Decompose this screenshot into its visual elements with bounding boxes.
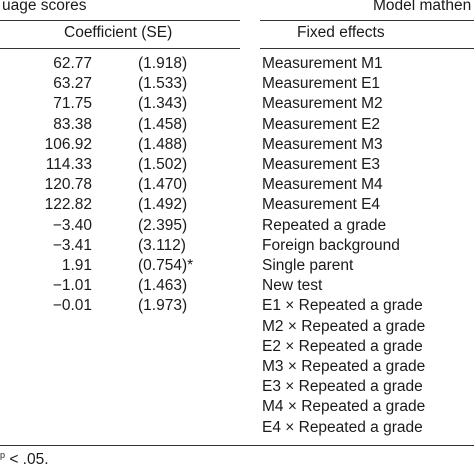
fixed-effect-label: Measurement M1 (262, 55, 383, 72)
right-header-rule (260, 48, 474, 49)
fixed-effect-label: E1 × Repeated a grade (262, 297, 423, 315)
standard-error-value: (1.502) (138, 156, 188, 173)
coefficient-row: −1.01 (1.463) (0, 276, 240, 296)
fixed-effect-label: Measurement M2 (262, 95, 383, 113)
fixed-effect-label: Measurement E1 (262, 75, 381, 93)
standard-error-value: (3.112) (138, 236, 186, 254)
fixed-effect-label: Foreign background (262, 236, 400, 254)
coefficient-value: 106.92 (44, 135, 92, 153)
standard-error-value: (0.754)* (138, 257, 194, 274)
standard-error-value: (1.463) (138, 277, 188, 295)
right-title-rule (260, 20, 474, 21)
coefficient-value: 120.78 (44, 176, 92, 194)
right-panel-title: Model mathen (373, 0, 472, 14)
coefficient-se-header: Coefficient (SE) (64, 24, 173, 41)
fixed-effect-label: Repeated a grade (262, 216, 387, 234)
left-header-rule (0, 48, 240, 49)
standard-error-value: (1.488) (138, 135, 188, 153)
fixed-effect-label: Single parent (262, 257, 354, 274)
standard-error-value: (1.973) (138, 297, 188, 315)
table-bottom-rule (0, 445, 474, 446)
fixed-effects-header: Fixed effects (297, 24, 385, 41)
fixed-effect-label: E4 × Repeated a grade (262, 418, 423, 436)
coefficient-row: 114.33 (1.502) (0, 155, 240, 175)
coefficient-row: 83.38 (1.458) (0, 115, 240, 135)
coefficient-value: 63.27 (53, 75, 92, 93)
coefficient-value: −3.40 (52, 216, 92, 234)
coefficient-value: 62.77 (53, 55, 92, 72)
coefficient-value: 71.75 (53, 95, 92, 113)
standard-error-value: (1.918) (138, 55, 188, 72)
fixed-effect-label: Measurement E3 (262, 156, 381, 173)
standard-error-value: (1.343) (138, 95, 188, 113)
fixed-effect-label: E2 × Repeated a grade (262, 337, 423, 355)
fixed-effect-label: M3 × Repeated a grade (262, 358, 426, 375)
standard-error-value: (2.395) (138, 216, 188, 234)
coefficient-value: 83.38 (53, 115, 92, 133)
coefficient-row: −3.41 (3.112) (0, 236, 240, 256)
fixed-effect-label: Measurement E2 (262, 115, 381, 133)
fixed-effect-label: New test (262, 277, 323, 295)
standard-error-value: (1.533) (138, 75, 188, 93)
fixed-effect-label: Measurement M4 (262, 176, 383, 194)
coefficient-value: −1.01 (52, 277, 92, 295)
coefficient-value: 122.82 (44, 196, 92, 214)
standard-error-value: (1.458) (138, 115, 188, 133)
coefficient-row: 106.92 (1.488) (0, 135, 240, 155)
footnote-marker: p (0, 450, 6, 460)
fixed-effect-label: Measurement E4 (262, 196, 381, 214)
footnote: p < .05. (0, 450, 49, 469)
fixed-effect-label: M4 × Repeated a grade (262, 398, 426, 416)
coefficient-row: 1.91 (0.754)* (0, 256, 240, 276)
coefficient-value: 114.33 (45, 156, 92, 173)
coefficient-row: 63.27 (1.533) (0, 74, 240, 94)
left-panel-title: uage scores (2, 0, 87, 14)
fixed-effect-label: M2 × Repeated a grade (262, 317, 426, 335)
coefficient-value: −3.41 (52, 236, 92, 254)
footnote-text: < .05. (5, 451, 49, 469)
left-title-rule (0, 20, 240, 21)
coefficient-row: −0.01 (1.973) (0, 296, 240, 316)
fixed-effect-label: Measurement M3 (262, 135, 383, 153)
standard-error-value: (1.470) (138, 176, 188, 194)
coefficient-row: 120.78 (1.470) (0, 175, 240, 195)
standard-error-value: (1.492) (138, 196, 188, 214)
coefficient-value: 1.91 (61, 257, 92, 274)
coefficient-row: 71.75 (1.343) (0, 94, 240, 114)
coefficient-row: 62.77 (1.918) (0, 54, 240, 74)
coefficient-row: 122.82 (1.492) (0, 195, 240, 215)
fixed-effect-label: E3 × Repeated a grade (262, 378, 423, 396)
coefficient-row: −3.40 (2.395) (0, 216, 240, 236)
coefficient-value: −0.01 (52, 297, 92, 315)
